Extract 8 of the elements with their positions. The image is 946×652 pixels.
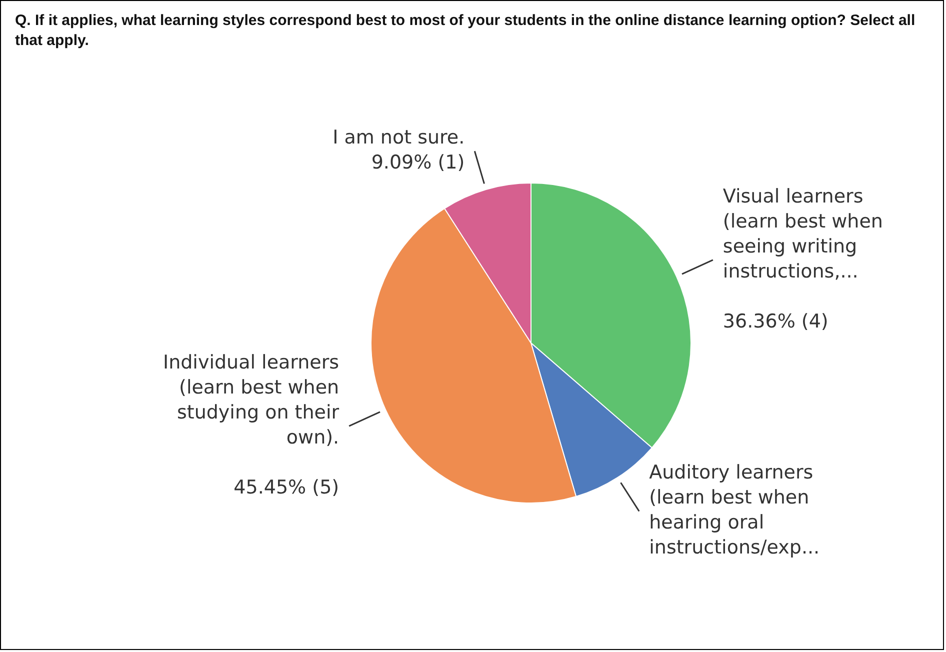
- slice-label: I am not sure.: [332, 126, 465, 149]
- data-label: 9.09% (1): [371, 152, 465, 174]
- data-label: 36.36% (4): [722, 310, 828, 332]
- slice-label: Individual learners (learn best when studying on their own).: [162, 352, 340, 449]
- chart-title: Q. If it applies, what learning styles correspond best to most of your students in the online distance learning option? Select all that apply.: [14, 11, 916, 51]
- slice-label: Visual learners (learn best when seeing writing instructions,...: [722, 185, 883, 282]
- slice-label: Auditory learners (learn best when hearing oral instructions/exp...: [649, 462, 820, 559]
- data-label: 45.45% (5): [234, 476, 340, 499]
